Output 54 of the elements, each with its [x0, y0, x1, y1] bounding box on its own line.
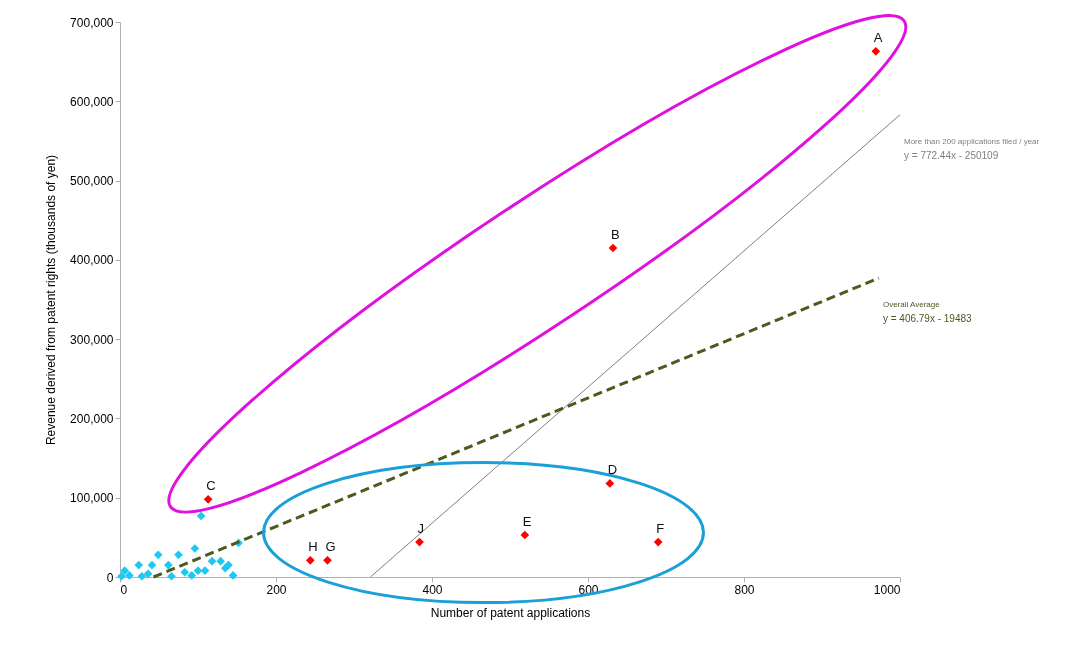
point — [228, 571, 238, 580]
point — [167, 571, 176, 581]
annotation: A — [873, 30, 883, 46]
point — [174, 550, 183, 560]
x-tick-label: 0 — [120, 582, 128, 597]
annotation: D — [607, 462, 618, 478]
x-tick-label: 200 — [266, 582, 287, 597]
point — [187, 571, 197, 580]
annotation: G — [325, 539, 336, 555]
point — [164, 560, 173, 570]
text: y = 772.44x - 250109 — [904, 149, 999, 161]
text: Overall Average — [882, 300, 941, 310]
y-tick-label: 300,000 — [70, 332, 114, 347]
point — [196, 511, 206, 521]
point — [180, 567, 190, 577]
x-tick-label: 1000 — [873, 582, 901, 597]
y-tick-label: 700,000 — [70, 15, 114, 30]
annotation: E — [522, 513, 532, 529]
point — [653, 537, 663, 547]
point — [220, 563, 230, 573]
y-tick-label: 100,000 — [70, 491, 114, 506]
point — [216, 556, 225, 566]
point — [120, 566, 130, 575]
point — [520, 530, 530, 540]
y-tick-label: 200,000 — [70, 411, 114, 426]
point — [608, 243, 618, 253]
annotation: C — [206, 478, 216, 494]
point — [134, 560, 144, 570]
point — [125, 571, 134, 580]
point — [143, 569, 153, 579]
point — [871, 47, 881, 56]
point — [605, 479, 615, 488]
point — [153, 550, 163, 560]
annotation: B — [610, 226, 620, 242]
y-axis-title: Revenue derived from patent rights (thousands of yen) — [44, 154, 59, 446]
text: More than 200 applications filed / year — [904, 136, 1040, 146]
x-tick-label: 800 — [734, 582, 755, 597]
annotation: H — [308, 539, 318, 555]
point — [203, 494, 213, 504]
point — [200, 566, 210, 575]
point — [305, 556, 315, 565]
annotation: F — [656, 521, 665, 537]
annotation: y = 406.79x - 19483 — [882, 313, 973, 325]
y-tick-label: 0 — [106, 570, 114, 585]
y-tick-label: 600,000 — [70, 94, 114, 109]
x-tick-label: 400 — [422, 582, 443, 597]
x-axis-title: Number of patent applications — [430, 605, 591, 620]
point — [207, 556, 217, 566]
point — [137, 571, 147, 581]
annotation: J — [417, 521, 425, 537]
y-tick-label: 400,000 — [70, 253, 114, 268]
point — [323, 556, 332, 565]
y-tick-label: 500,000 — [70, 174, 114, 189]
point — [147, 560, 157, 570]
